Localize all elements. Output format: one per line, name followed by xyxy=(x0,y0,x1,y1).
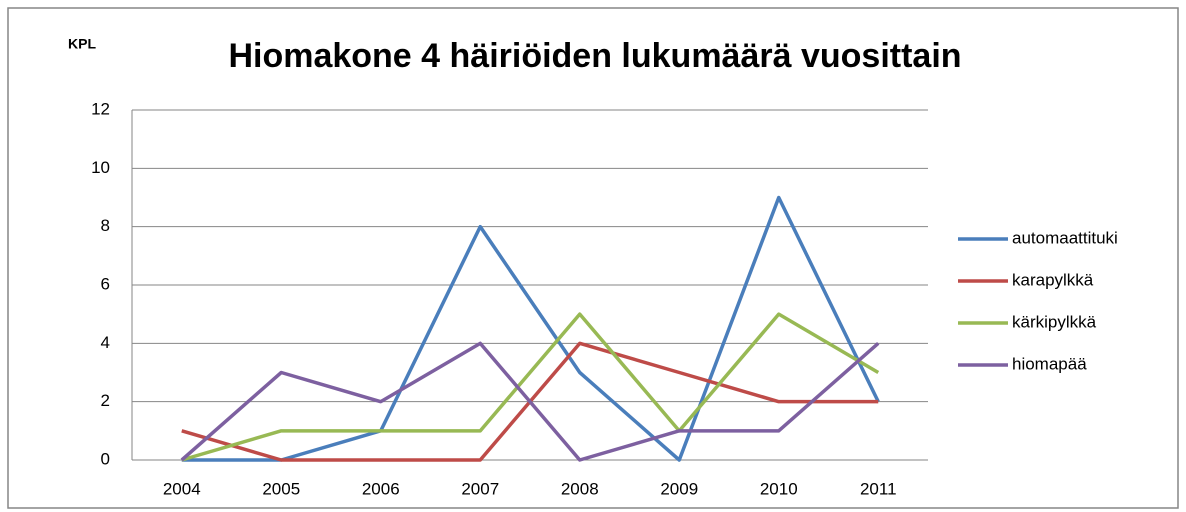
chart-title: Hiomakone 4 häiriöiden lukumäärä vuositt… xyxy=(228,37,961,75)
y-tick-label: 4 xyxy=(101,333,110,352)
chart-frame xyxy=(7,7,1179,509)
y-tick-label: 8 xyxy=(101,216,110,235)
series-line xyxy=(180,341,880,462)
y-tick-label: 2 xyxy=(101,391,110,410)
y-tick-label: 10 xyxy=(91,158,110,177)
x-tick-label: 2004 xyxy=(163,479,201,498)
x-tick-label: 2008 xyxy=(561,479,599,498)
y-tick-label: 0 xyxy=(101,449,110,468)
x-tick-label: 2010 xyxy=(760,479,798,498)
legend-label: karapylkkä xyxy=(1012,270,1094,289)
x-tick-label: 2006 xyxy=(362,479,400,498)
y-axis-label: KPL xyxy=(68,36,96,52)
y-tick-label: 12 xyxy=(91,99,110,118)
x-tick-label: 2011 xyxy=(860,479,897,498)
x-tick-label: 2005 xyxy=(262,479,300,498)
legend-label: kärkipylkkä xyxy=(1012,312,1097,331)
legend-label: hiomapää xyxy=(1012,354,1087,373)
series-line xyxy=(181,195,880,462)
x-tick-label: 2009 xyxy=(660,479,698,498)
y-tick-label: 6 xyxy=(101,274,110,293)
series-line xyxy=(181,312,880,462)
x-tick-label: 2007 xyxy=(461,479,499,498)
legend-label: automaattituki xyxy=(1012,228,1118,247)
